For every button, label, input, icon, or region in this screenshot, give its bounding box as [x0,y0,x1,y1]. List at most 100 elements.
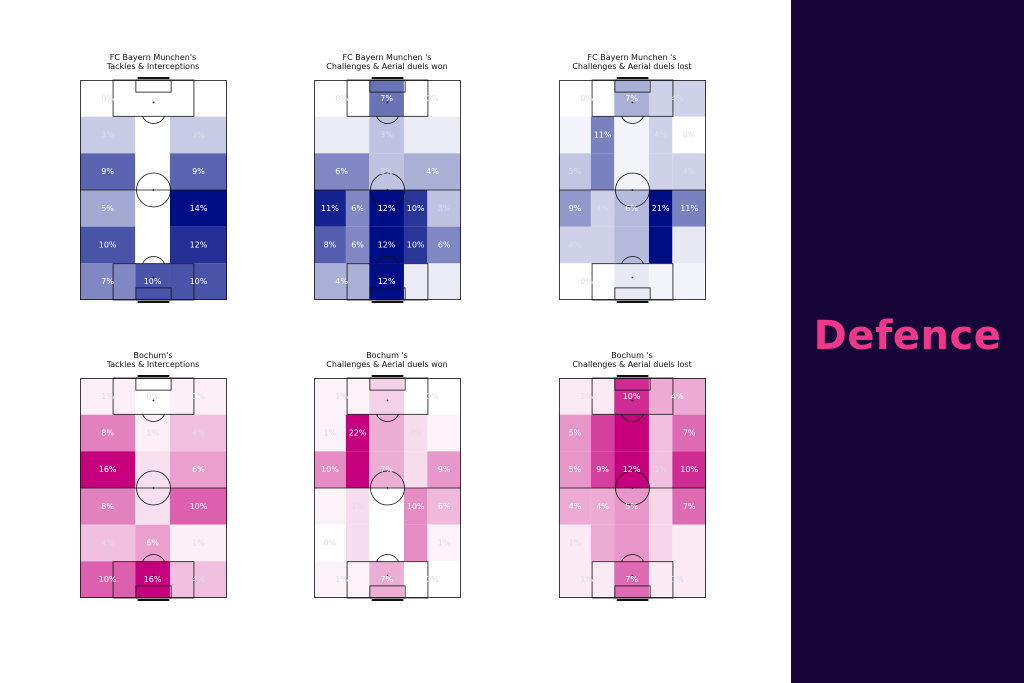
heatmap-zone [403,80,461,117]
heatmap-zone [403,263,461,300]
heatmap-zone [135,488,170,525]
center-spot [386,189,389,191]
heatmap-zone [169,116,227,154]
pitch-heatmap: 0% 7% 4% 11% 4% 0% 5% 4% 9% 4% 6% 21% 11% 4% 0% [559,77,706,303]
penalty-spot [386,574,389,577]
zone-value-label: 4% [569,241,582,250]
chart-title: Bochum 's Challenges & Aerial duels lost [572,351,692,369]
heatmap-zone [135,263,170,300]
heatmap-zone [559,116,591,154]
center-spot [152,487,155,489]
heatmap-zone [345,414,370,452]
heatmap-zone [648,451,673,488]
zone-value-label: 4% [335,277,348,286]
goal-area-bottom [614,287,651,301]
penalty-spot [631,276,634,279]
heatmap-zone [169,263,227,300]
zone-value-label: 4% [569,502,582,511]
heatmap-zone [169,378,227,415]
pitch-heatmap: 0% 7% 0% 3% 6% 3% 4% 11% 6% 12% 10% 3% 8% 6% 12% 10% 6% 4… [314,77,461,303]
heatmap-zone [135,153,170,190]
heatmap-zone [135,451,170,488]
zone-value-label: 3% [438,204,451,213]
heatmap-zone [369,378,404,415]
heatmap-zone [427,524,461,562]
heatmap-zone [80,414,136,452]
zone-value-label: 3% [409,429,422,438]
penalty-arc-top [142,116,165,124]
heatmap-zone [614,80,649,117]
heatmap-zone [345,524,370,562]
zone-value-label: 7% [683,429,696,438]
zone-value-label: 7% [380,575,393,584]
heatmap-zone [403,226,428,264]
heatmap-zone [135,414,170,452]
penalty-arc-bottom [621,256,644,264]
zone-value-label: 1% [671,575,684,584]
heatmap-zone [135,524,170,562]
heatmap-zone [648,190,673,227]
penalty-arc-bottom [621,554,644,562]
pitch-heatmap: 1% 0% 1% 8% 1% 4% 16% 6% 8% 10% 4% 6% 1% 10% 16% 4% [80,375,227,601]
zone-value-label: 4% [101,539,114,548]
heatmap-zone [672,488,706,525]
zone-value-label: 11% [594,131,612,140]
chart-title: Bochum 's Challenges & Aerial duels won [326,351,448,369]
heatmap-zone [590,190,615,227]
heatmap-zone [672,451,706,488]
heatmap-zone [314,561,370,598]
chart-title: FC Bayern Munchen 's Challenges & Aerial… [572,53,692,71]
center-spot [152,189,155,191]
heatmap-zone [369,153,404,190]
zone-value-label: 9% [101,167,114,176]
heatmap-zone [648,488,673,525]
heatmap-zone [369,451,404,488]
goal-area-top [614,377,651,391]
center-circle [136,470,171,506]
heatmap-zone [135,116,170,154]
heatmap-zone [559,524,591,562]
center-circle [370,172,405,208]
zone-value-label: 6% [438,502,451,511]
heatmap-zone [169,414,227,452]
chart-title: Bochum's Tackles & Interceptions [106,351,200,369]
heatmap-zone [559,226,591,264]
zone-value-label: 12% [378,241,396,250]
heatmap-zone [559,561,615,598]
penalty-arc-bottom [142,256,165,264]
heatmap-zone [314,153,370,190]
heatmap-zone [559,378,615,415]
zone-value-label: 12% [190,241,208,250]
heatmap-zone [80,153,136,190]
zone-value-label: 9% [596,465,609,474]
zone-value-label: 7% [380,94,393,103]
zone-value-label: 16% [99,465,117,474]
penalty-arc-top [621,116,644,124]
zone-value-label: 6% [438,241,451,250]
heatmap-zone [648,524,673,562]
heatmap-zone [369,80,404,117]
zone-value-label: 9% [192,167,205,176]
zone-value-label: 10% [407,204,425,213]
heatmap-zone [614,561,649,598]
zone-value-label: 4% [683,167,696,176]
heatmap-zone [648,226,673,264]
zone-value-label: 6% [351,241,364,250]
heatmap-zone [80,561,136,598]
heatmap-zone [80,378,136,415]
heatmap-zone [559,190,591,227]
heatmap-zone [135,80,170,117]
zone-value-label: 16% [144,575,162,584]
heatmap-zone [614,451,649,488]
zone-value-label: 7% [101,277,114,286]
heatmap-zone [614,153,649,190]
heatmap-zone [559,414,591,452]
heatmap-zone [169,80,227,117]
heatmap-zone [369,226,404,264]
zone-value-label: 5% [101,204,114,213]
zone-value-label: 11% [321,204,339,213]
heatmap-zone [314,451,346,488]
zone-value-label: 0% [426,94,439,103]
zone-value-label: 7% [683,502,696,511]
penalty-spot [631,399,634,402]
